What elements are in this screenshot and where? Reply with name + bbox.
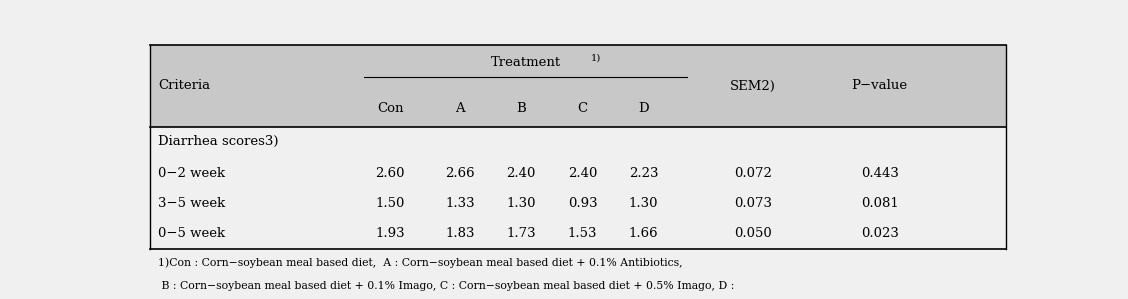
Text: 0.023: 0.023 [861, 227, 899, 239]
Text: C: C [578, 103, 588, 115]
Text: 2.23: 2.23 [629, 167, 659, 180]
Text: 1.30: 1.30 [629, 197, 659, 210]
Text: 2.60: 2.60 [376, 167, 405, 180]
Text: 0.443: 0.443 [861, 167, 899, 180]
Text: SEM2): SEM2) [730, 80, 776, 92]
Text: 0−5 week: 0−5 week [158, 227, 226, 239]
Text: 1.93: 1.93 [376, 227, 405, 239]
Text: Diarrhea scores3): Diarrhea scores3) [158, 135, 279, 148]
Text: 0.93: 0.93 [567, 197, 598, 210]
Bar [150, 45, 1006, 127]
Text: 1.50: 1.50 [376, 197, 405, 210]
Text: 1.53: 1.53 [567, 227, 597, 239]
Text: 1.73: 1.73 [506, 227, 536, 239]
Text: 1.30: 1.30 [506, 197, 536, 210]
Text: 0.072: 0.072 [734, 167, 772, 180]
Text: 0.081: 0.081 [861, 197, 899, 210]
Text: 0.050: 0.050 [734, 227, 772, 239]
Text: Treatment: Treatment [491, 56, 561, 69]
Text: 2.40: 2.40 [506, 167, 536, 180]
Text: 1): 1) [591, 54, 601, 62]
Text: 2.66: 2.66 [446, 167, 475, 180]
Text: P−value: P−value [852, 80, 908, 92]
Text: A: A [456, 103, 465, 115]
Text: 1.33: 1.33 [446, 197, 475, 210]
Text: D: D [638, 103, 649, 115]
Text: Criteria: Criteria [158, 80, 211, 92]
Text: B: B [517, 103, 526, 115]
Text: B : Corn−soybean meal based diet + 0.1% Imago, C : Corn−soybean meal based diet : B : Corn−soybean meal based diet + 0.1% … [158, 281, 734, 291]
Text: 1.66: 1.66 [628, 227, 659, 239]
Text: 1)Con : Corn−soybean meal based diet,  A : Corn−soybean meal based diet + 0.1% A: 1)Con : Corn−soybean meal based diet, A … [158, 258, 684, 269]
Text: 0.073: 0.073 [734, 197, 772, 210]
Text: Con: Con [377, 103, 404, 115]
Text: 1.83: 1.83 [446, 227, 475, 239]
Text: 2.40: 2.40 [567, 167, 597, 180]
Text: 0−2 week: 0−2 week [158, 167, 226, 180]
Text: 3−5 week: 3−5 week [158, 197, 226, 210]
